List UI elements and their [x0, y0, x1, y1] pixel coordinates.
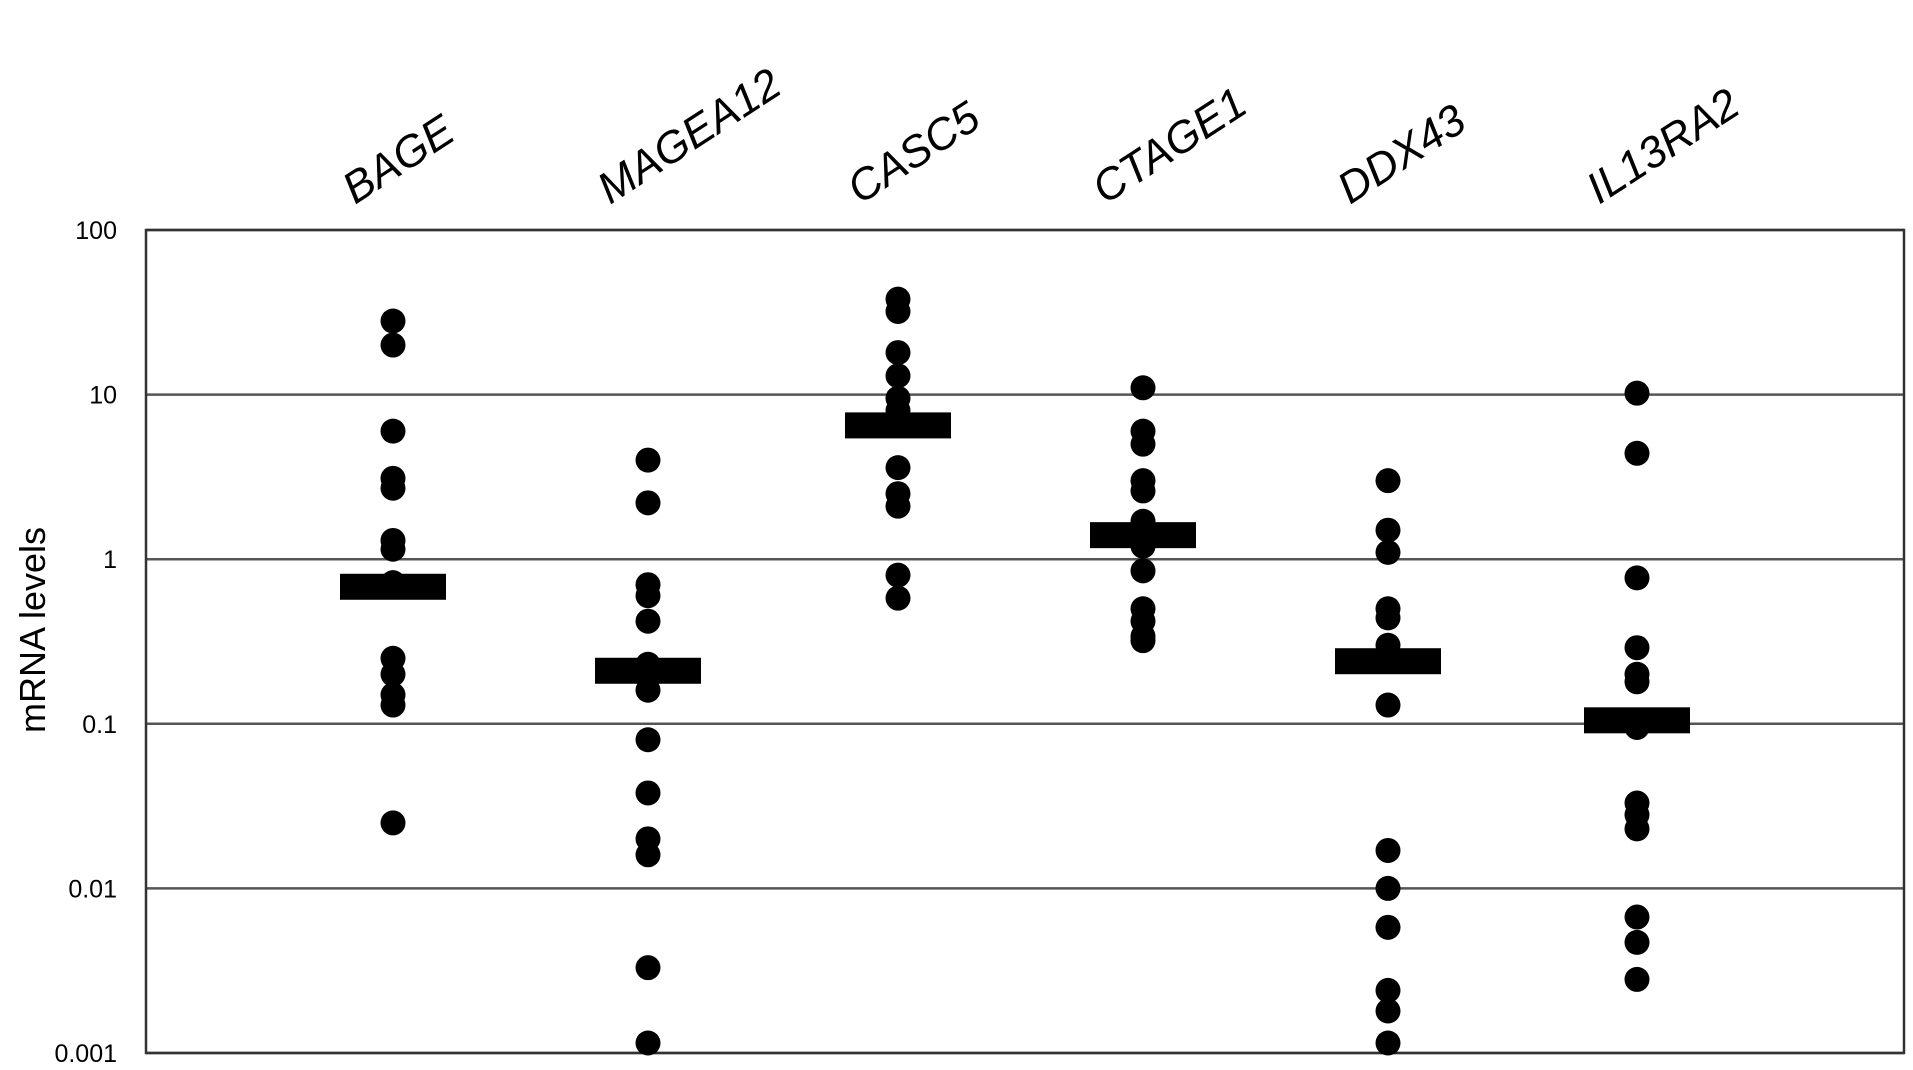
data-point-ctage1 — [1130, 431, 1156, 457]
data-point-il13ra2 — [1624, 440, 1650, 466]
data-point-bage — [380, 475, 406, 501]
y-tick-label: 0.01 — [68, 875, 117, 903]
data-point-bage — [380, 308, 406, 334]
data-point-magea12 — [635, 583, 661, 609]
y-tick-label: 1 — [103, 546, 117, 574]
median-bar-ctage1 — [1090, 522, 1196, 549]
data-point-magea12 — [635, 955, 661, 981]
category-label-casc5: CASC5 — [839, 92, 989, 213]
y-axis-title: mRNA levels — [12, 527, 53, 733]
data-point-bage — [380, 661, 406, 687]
data-point-magea12 — [635, 780, 661, 806]
data-point-ddx43 — [1375, 998, 1401, 1024]
data-point-magea12 — [635, 490, 661, 516]
data-point-il13ra2 — [1624, 966, 1650, 992]
y-tick-label: 10 — [89, 382, 117, 410]
data-point-casc5 — [885, 363, 911, 389]
data-point-magea12 — [635, 842, 661, 868]
data-point-ddx43 — [1375, 539, 1401, 565]
category-label-ctage1: CTAGE1 — [1084, 78, 1256, 213]
median-bar-casc5 — [845, 412, 951, 439]
data-point-bage — [380, 536, 406, 562]
category-label-ddx43: DDX43 — [1329, 95, 1475, 214]
data-point-ddx43 — [1375, 517, 1401, 543]
category-label-magea12: MAGEA12 — [589, 59, 790, 213]
data-point-magea12 — [635, 608, 661, 634]
y-tick-label: 100 — [75, 217, 117, 245]
median-bar-magea12 — [595, 657, 701, 684]
data-point-il13ra2 — [1624, 565, 1650, 591]
data-point-magea12 — [635, 1030, 661, 1056]
median-bar-ddx43 — [1335, 648, 1441, 675]
category-labels: BAGE MAGEA12 CASC5 CTAGE1 DDX43 IL13RA2 — [334, 59, 1748, 213]
data-point-bage — [380, 332, 406, 358]
data-point-ddx43 — [1375, 468, 1401, 494]
data-point-casc5 — [885, 585, 911, 611]
data-point-il13ra2 — [1624, 380, 1650, 406]
median-bar-il13ra2 — [1584, 707, 1690, 734]
data-point-ddx43 — [1375, 1030, 1401, 1056]
data-point-ddx43 — [1375, 692, 1401, 718]
data-point-bage — [380, 418, 406, 444]
data-point-casc5 — [885, 562, 911, 588]
y-tick-labels: 100 10 1 0.1 0.01 0.001 — [54, 217, 117, 1068]
data-point-magea12 — [635, 447, 661, 473]
y-tick-label: 0.1 — [82, 711, 117, 739]
data-point-bage — [380, 692, 406, 718]
data-point-il13ra2 — [1624, 816, 1650, 842]
data-point-ddx43 — [1375, 977, 1401, 1003]
median-bar-bage — [340, 573, 446, 600]
data-point-il13ra2 — [1624, 929, 1650, 955]
data-point-ctage1 — [1130, 478, 1156, 504]
data-point-ddx43 — [1375, 875, 1401, 901]
data-point-ddx43 — [1375, 914, 1401, 940]
data-point-ddx43 — [1375, 837, 1401, 863]
median-bars — [340, 412, 1690, 734]
data-point-ddx43 — [1375, 605, 1401, 631]
data-point-il13ra2 — [1624, 635, 1650, 661]
plot-frame — [144, 228, 1906, 1055]
data-point-ctage1 — [1130, 375, 1156, 401]
data-point-il13ra2 — [1624, 669, 1650, 695]
data-point-magea12 — [635, 727, 661, 753]
y-tick-label: 0.001 — [54, 1040, 117, 1068]
data-point-casc5 — [885, 455, 911, 481]
data-points — [380, 286, 1650, 1056]
data-point-magea12 — [635, 677, 661, 703]
data-point-casc5 — [885, 493, 911, 519]
data-point-ctage1 — [1130, 558, 1156, 584]
data-point-il13ra2 — [1624, 904, 1650, 930]
category-label-il13ra2: IL13RA2 — [1578, 79, 1748, 213]
data-point-ctage1 — [1130, 628, 1156, 654]
data-point-casc5 — [885, 298, 911, 324]
category-label-bage: BAGE — [334, 105, 464, 213]
data-point-bage — [380, 810, 406, 836]
data-point-casc5 — [885, 340, 911, 366]
